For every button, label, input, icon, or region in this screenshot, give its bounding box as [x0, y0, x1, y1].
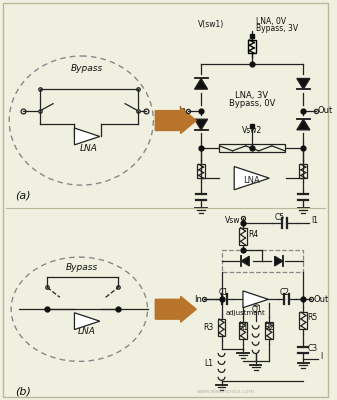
Polygon shape [297, 78, 310, 89]
Text: In: In [194, 295, 202, 304]
Text: LNA: LNA [243, 176, 260, 185]
Polygon shape [243, 291, 268, 308]
Polygon shape [74, 128, 100, 145]
Text: Bypass: Bypass [71, 64, 103, 74]
Text: C3: C3 [307, 344, 317, 354]
Text: LNA: LNA [78, 326, 96, 336]
Text: Out: Out [318, 106, 333, 115]
Bar [300, 164, 307, 178]
Polygon shape [194, 119, 208, 130]
Text: R2: R2 [264, 323, 274, 332]
Bar [221, 250, 303, 272]
Text: In: In [179, 106, 186, 115]
Text: I1: I1 [311, 216, 318, 225]
Bar [219, 144, 285, 152]
Text: Out: Out [313, 295, 328, 304]
Bar [248, 40, 256, 53]
Text: www.electronics.com: www.electronics.com [196, 389, 254, 394]
Text: LNA: LNA [80, 144, 98, 153]
Text: R5: R5 [307, 313, 317, 322]
Polygon shape [241, 256, 249, 266]
Text: LNA, 0V: LNA, 0V [256, 17, 286, 26]
Text: R4: R4 [248, 230, 258, 239]
FancyArrow shape [155, 296, 196, 322]
Text: C5: C5 [275, 213, 285, 222]
Text: R3: R3 [204, 323, 214, 332]
Polygon shape [275, 256, 283, 266]
Text: R1: R1 [238, 323, 248, 332]
Polygon shape [297, 119, 310, 130]
Text: Q1: Q1 [251, 305, 262, 314]
Text: C1: C1 [218, 288, 228, 297]
Text: Vsw: Vsw [224, 216, 240, 225]
Text: Bypass, 0V: Bypass, 0V [228, 99, 275, 108]
Text: (b): (b) [15, 387, 31, 397]
Text: adjustment: adjustment [225, 310, 265, 316]
Bar [197, 164, 205, 178]
Text: Bypass: Bypass [66, 263, 98, 272]
FancyBboxPatch shape [3, 3, 328, 397]
Polygon shape [194, 78, 208, 89]
Text: Ib: Ib [254, 303, 259, 308]
Text: LNA, 3V: LNA, 3V [235, 91, 268, 100]
Bar [239, 322, 247, 339]
Text: Bypass, 3V: Bypass, 3V [256, 24, 298, 33]
Polygon shape [234, 166, 269, 190]
Text: Vsw2: Vsw2 [242, 126, 262, 135]
Text: L1: L1 [205, 359, 214, 368]
Bar [218, 319, 225, 336]
Text: V(sw1): V(sw1) [198, 20, 224, 29]
Text: C2: C2 [280, 288, 290, 297]
Text: I: I [320, 352, 322, 362]
Bar [239, 228, 247, 245]
FancyArrow shape [155, 108, 196, 134]
Bar [300, 312, 307, 329]
Polygon shape [74, 313, 100, 330]
Text: (a): (a) [15, 190, 31, 200]
Bar [265, 322, 273, 339]
